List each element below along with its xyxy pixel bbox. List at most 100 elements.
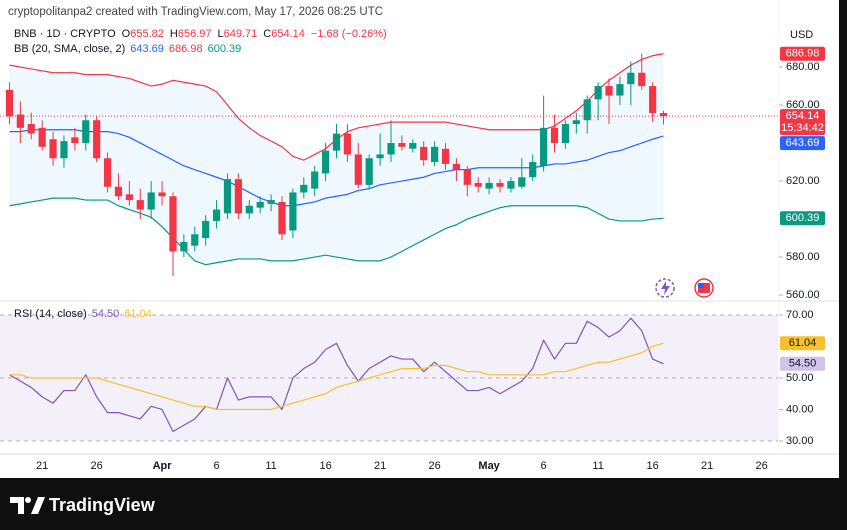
x-tick-label: 11 xyxy=(265,460,276,472)
rsi-line xyxy=(9,317,664,433)
candle-body xyxy=(409,143,417,149)
candle-body xyxy=(202,220,210,239)
y-tick-label: 620.00 xyxy=(786,175,820,187)
bb-line xyxy=(9,197,664,266)
y-tick-label: 70.00 xyxy=(786,309,814,321)
candle-body xyxy=(649,86,657,114)
icon-bolt xyxy=(661,281,670,295)
candle-body xyxy=(169,196,177,252)
y-tick-label: 660.00 xyxy=(786,99,820,111)
legend: BNB · 1D · CRYPTO O655.82 H656.97 L649.71 C6… xyxy=(14,28,387,40)
candle-body xyxy=(376,154,384,159)
candle-body xyxy=(529,162,537,178)
candle-body xyxy=(507,181,515,189)
candle-body xyxy=(212,209,221,221)
ohlc-label: O xyxy=(122,28,131,40)
countdown: 15:34:42 xyxy=(781,122,824,134)
x-tick-label: 26 xyxy=(756,460,768,472)
logo-mark-left xyxy=(10,497,24,514)
x-tick-label: 21 xyxy=(36,460,48,472)
legend: RSI (14, close) 54.50 61.04 xyxy=(14,308,152,320)
price-badge-label: 654.14 xyxy=(786,110,820,122)
y-tick-label: 40.00 xyxy=(786,403,814,415)
candle-body xyxy=(278,201,286,235)
candle-body xyxy=(605,86,613,96)
rsi-name: RSI (14, close) xyxy=(14,308,87,320)
ohlc-label: L xyxy=(218,28,224,40)
legend: BB (20, SMA, close, 2) 643.69 686.98 600.39 xyxy=(14,43,241,55)
candle-body xyxy=(71,137,79,144)
candle-body xyxy=(16,114,24,128)
rsi-value: 54.50 xyxy=(92,308,120,320)
candle-body xyxy=(572,120,580,125)
overlay-value: 643.69 xyxy=(130,43,164,55)
legend-change: −1.68 (−0.26%) xyxy=(311,28,387,40)
y-tick-label: 680.00 xyxy=(786,61,820,73)
candle-body xyxy=(267,200,275,204)
candle-body xyxy=(256,201,264,208)
ohlc-label: C xyxy=(263,28,271,40)
candle-body xyxy=(180,241,188,252)
x-tick-label: 6 xyxy=(214,460,220,472)
candle-body xyxy=(441,148,450,164)
candle-body xyxy=(474,182,482,187)
candle-body xyxy=(659,112,668,117)
footer-logo: TradingView xyxy=(10,495,156,515)
candle-body xyxy=(387,143,395,155)
bb-line xyxy=(9,129,664,207)
x-tick-label: 16 xyxy=(319,460,331,472)
candle-body xyxy=(147,192,155,210)
rsi-ma-value: 61.04 xyxy=(124,308,152,320)
y-tick-label: 50.00 xyxy=(786,372,814,384)
price-badge-label: 600.39 xyxy=(786,212,820,224)
ohlc-value: 649.71 xyxy=(224,28,258,40)
candle-body xyxy=(245,205,253,214)
candle-body xyxy=(311,171,319,189)
candle-body xyxy=(398,143,406,147)
candle-body xyxy=(103,158,112,187)
candle-body xyxy=(550,127,559,144)
candle-body xyxy=(60,141,68,159)
canvas xyxy=(0,0,839,478)
x-tick-label: Apr xyxy=(153,460,173,472)
candle-body xyxy=(638,72,646,87)
price-badge-label: 643.69 xyxy=(786,137,820,149)
candle-body xyxy=(27,124,35,134)
y-tick-label: 580.00 xyxy=(786,251,820,263)
price-badge xyxy=(780,109,825,136)
candle-body xyxy=(594,86,602,100)
candle-body xyxy=(93,120,101,159)
candle-body xyxy=(38,127,46,147)
price-badge xyxy=(780,336,825,351)
candle-body xyxy=(583,99,591,121)
candle-body xyxy=(431,146,439,163)
legend-title: BNB · 1D · CRYPTO xyxy=(14,28,116,40)
price-badge-label: 686.98 xyxy=(786,48,820,60)
y-tick-label: 560.00 xyxy=(786,289,820,301)
candle-body xyxy=(561,124,570,144)
candle-body xyxy=(191,234,199,246)
candle-body xyxy=(300,184,308,193)
price-badge xyxy=(780,356,825,371)
ohlc-value: 656.97 xyxy=(178,28,212,40)
candle-body xyxy=(616,84,624,96)
y-unit: USD xyxy=(790,29,813,41)
candle-body xyxy=(354,154,362,185)
ohlc-label: H xyxy=(170,28,178,40)
candle-body xyxy=(343,133,351,155)
header-text: cryptopolitanpa2 created with TradingVie… xyxy=(8,6,383,18)
footer-brand: TradingView xyxy=(49,495,156,515)
price-badge-label: 61.04 xyxy=(789,337,817,349)
candle-body xyxy=(627,72,635,85)
candle-body xyxy=(420,146,428,161)
candle-body xyxy=(82,120,90,144)
candle-body xyxy=(223,179,232,214)
x-tick-label: May xyxy=(478,460,500,472)
candle-body xyxy=(5,89,14,117)
y-tick-label: 30.00 xyxy=(786,435,814,447)
x-tick-label: 6 xyxy=(541,460,547,472)
price-badge xyxy=(780,136,825,151)
candle-body xyxy=(485,182,493,189)
x-tick-label: 11 xyxy=(592,460,603,472)
